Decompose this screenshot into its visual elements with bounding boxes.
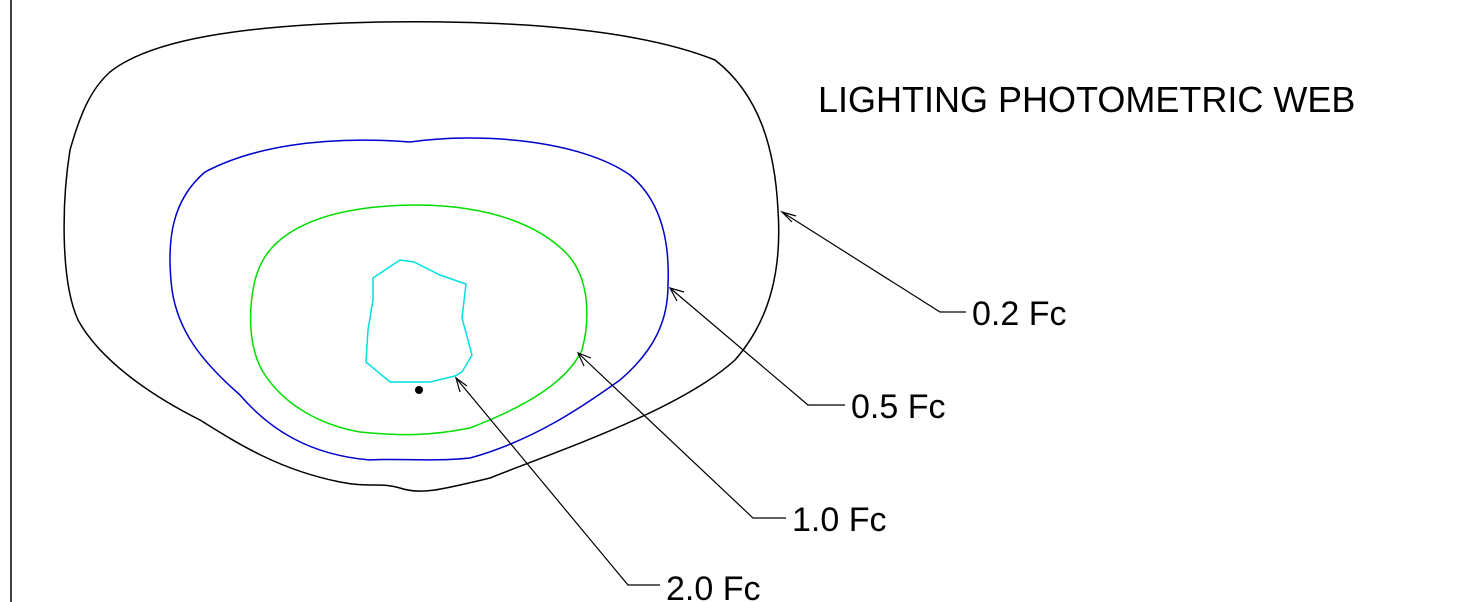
leader-1-0-fc xyxy=(576,351,786,519)
label-1-0-fc: 1.0 Fc xyxy=(792,501,886,539)
leader-2-0-fc xyxy=(454,376,660,586)
label-0-2-fc: 0.2 Fc xyxy=(972,295,1066,333)
diagram-title: LIGHTING PHOTOMETRIC WEB xyxy=(818,79,1355,120)
contour-2-0-fc xyxy=(365,259,473,383)
contour-0-5-fc xyxy=(169,137,669,461)
leader-0-5-fc xyxy=(668,287,845,406)
contour-0-2-fc xyxy=(63,21,780,492)
contour-1-0-fc xyxy=(249,204,588,436)
fixture-marker xyxy=(415,386,423,394)
leader-0-2-fc xyxy=(779,210,966,313)
label-2-0-fc: 2.0 Fc xyxy=(666,570,760,602)
label-0-5-fc: 0.5 Fc xyxy=(851,388,945,426)
